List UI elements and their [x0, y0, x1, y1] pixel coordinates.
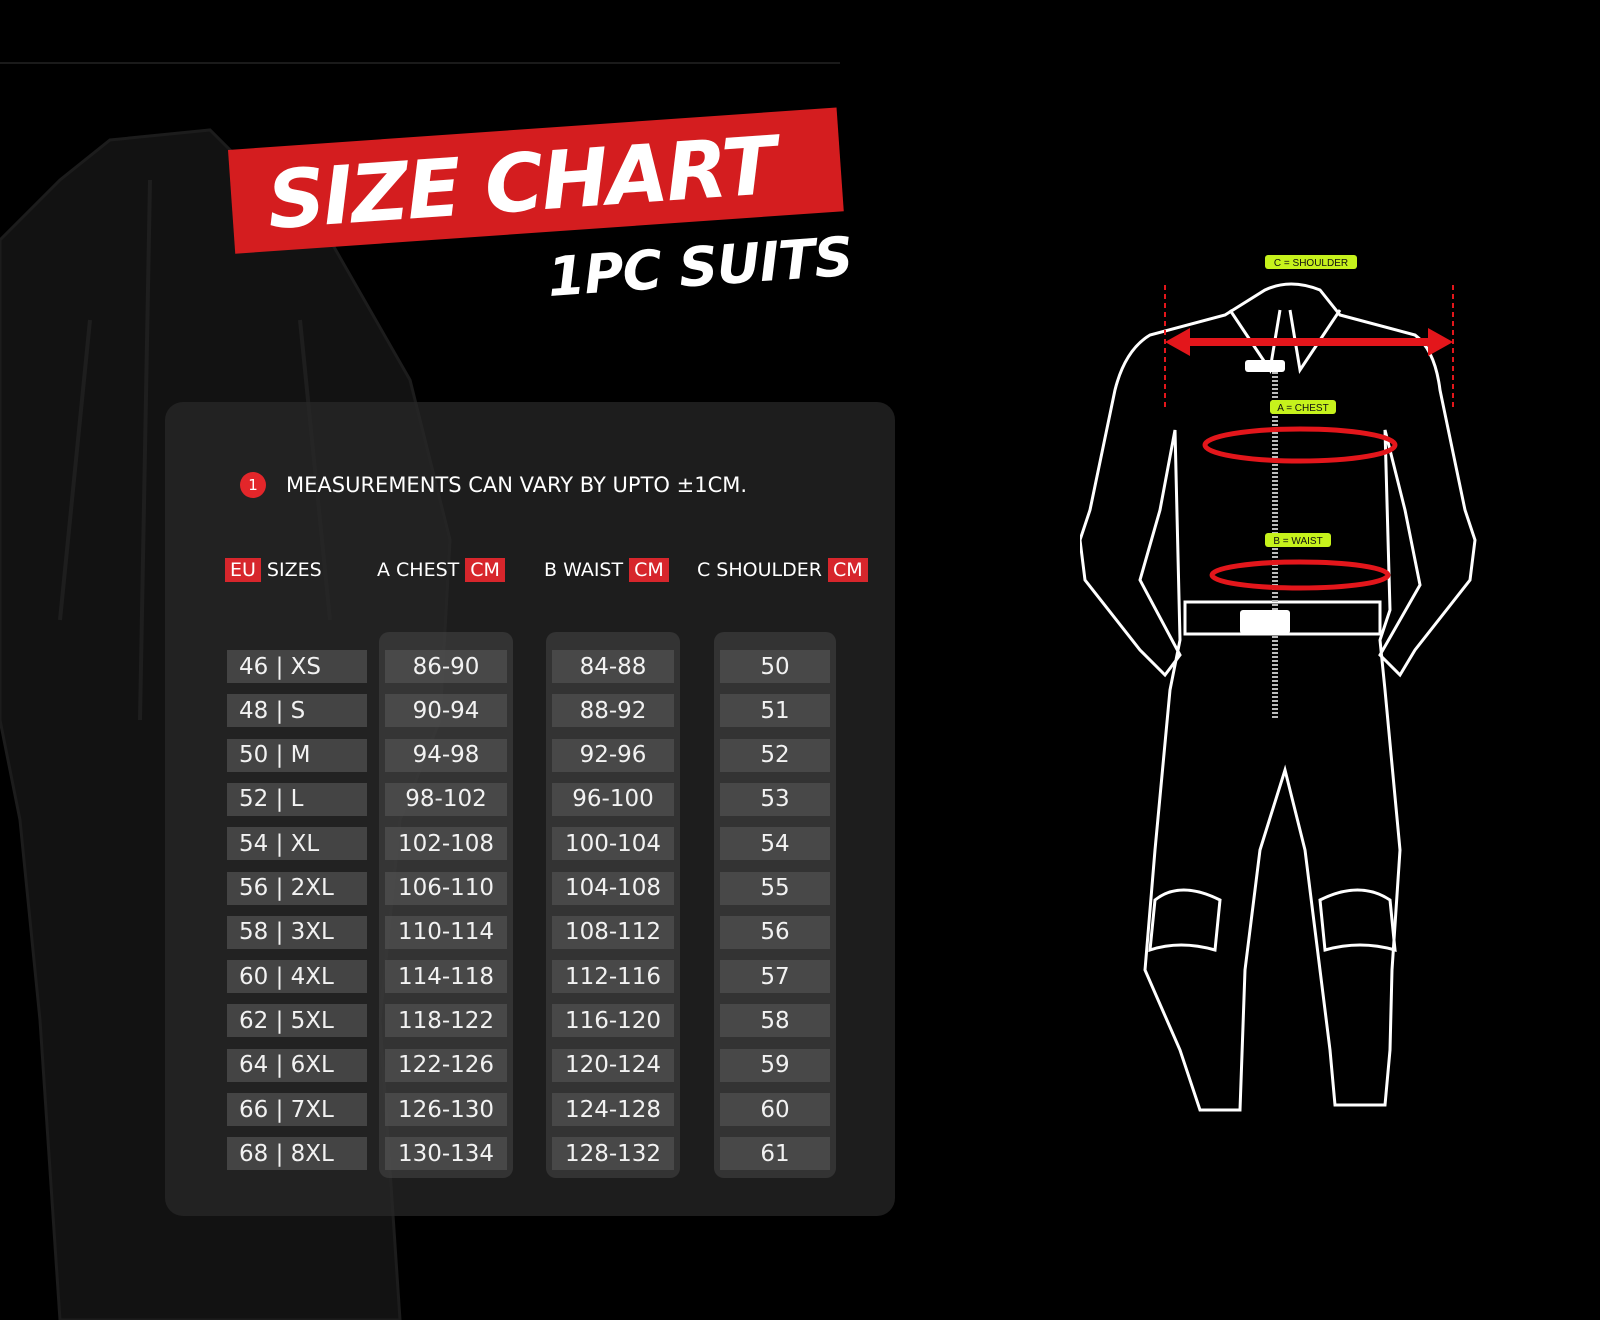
cell-shoulder: 50 [720, 650, 830, 683]
info-number-icon: 1 [240, 472, 266, 498]
cell-shoulder: 60 [720, 1093, 830, 1126]
cell-chest: 98-102 [385, 782, 507, 816]
header-sizes: EU SIZES [225, 558, 322, 582]
cell-shoulder: 51 [720, 694, 830, 728]
cell-size: 68 | 8XL [227, 1137, 367, 1171]
top-divider [0, 62, 840, 64]
cell-waist: 100-104 [552, 827, 674, 861]
shoulder-label-bg [1265, 255, 1357, 269]
shoulder-arrow [1164, 285, 1454, 410]
suit-diagram: C = SHOULDER A = CHEST B = WAIST [1080, 255, 1477, 1112]
cell-waist: 124-128 [552, 1093, 674, 1126]
cell-shoulder: 61 [720, 1137, 830, 1171]
unit-tag: CM [827, 558, 868, 582]
waist-label-bg [1265, 533, 1331, 547]
cell-size: 62 | 5XL [227, 1004, 367, 1038]
header-label: SIZES [266, 559, 322, 581]
cell-shoulder: 56 [720, 915, 830, 949]
cell-waist: 128-132 [552, 1137, 674, 1171]
cell-size: 66 | 7XL [227, 1093, 367, 1126]
unit-tag: EU [225, 558, 261, 582]
cell-shoulder: 55 [720, 871, 830, 905]
cell-chest: 126-130 [385, 1093, 507, 1126]
cell-waist: 112-116 [552, 960, 674, 994]
belt-buckle [1240, 610, 1290, 634]
unit-tag: CM [629, 558, 669, 582]
cell-chest: 106-110 [385, 871, 507, 905]
cell-size: 54 | XL [227, 827, 367, 861]
chest-arrow [1202, 426, 1398, 464]
cell-shoulder: 53 [720, 782, 830, 816]
cell-shoulder: 58 [720, 1004, 830, 1038]
waist-arrow [1209, 559, 1391, 591]
cell-size: 60 | 4XL [227, 960, 367, 994]
cell-waist: 84-88 [552, 650, 674, 683]
collar-tab [1245, 360, 1285, 372]
shoulder-label: C = SHOULDER [1274, 258, 1348, 269]
cell-shoulder: 52 [720, 738, 830, 772]
cell-size: 64 | 6XL [227, 1048, 367, 1082]
cell-chest: 122-126 [385, 1048, 507, 1082]
header-chest: A CHEST CM [377, 558, 505, 582]
header-label: A CHEST [377, 559, 460, 581]
chest-label: A = CHEST [1277, 403, 1328, 414]
cell-waist: 96-100 [552, 782, 674, 816]
header-shoulder: C SHOULDER CM [697, 558, 868, 582]
header-label: C SHOULDER [697, 559, 822, 581]
cell-chest: 130-134 [385, 1137, 507, 1171]
waist-label: B = WAIST [1273, 536, 1322, 547]
cell-shoulder: 59 [720, 1048, 830, 1082]
cell-chest: 102-108 [385, 827, 507, 861]
cell-waist: 92-96 [552, 738, 674, 772]
cell-waist: 120-124 [552, 1048, 674, 1082]
note-text: MEASUREMENTS CAN VARY BY UPTO ±1CM. [286, 473, 748, 497]
cell-chest: 110-114 [385, 915, 507, 949]
cell-size: 50 | M [227, 738, 367, 772]
page-subtitle: 1PC SUITS [545, 224, 855, 309]
header-label: B WAIST [544, 559, 624, 581]
cell-waist: 108-112 [552, 915, 674, 949]
cell-size: 46 | XS [227, 650, 367, 683]
cell-chest: 118-122 [385, 1004, 507, 1038]
cell-size: 48 | S [227, 694, 367, 728]
cell-size: 56 | 2XL [227, 871, 367, 905]
cell-waist: 88-92 [552, 694, 674, 728]
cell-shoulder: 54 [720, 827, 830, 861]
cell-shoulder: 57 [720, 960, 830, 994]
cell-size: 58 | 3XL [227, 915, 367, 949]
cell-chest: 94-98 [385, 738, 507, 772]
measurement-note: 1 MEASUREMENTS CAN VARY BY UPTO ±1CM. [240, 472, 747, 498]
chest-label-bg [1270, 400, 1336, 414]
cell-chest: 90-94 [385, 694, 507, 728]
cell-waist: 116-120 [552, 1004, 674, 1038]
header-waist: B WAIST CM [544, 558, 669, 582]
cell-chest: 86-90 [385, 650, 507, 683]
cell-waist: 104-108 [552, 871, 674, 905]
cell-size: 52 | L [227, 782, 367, 816]
cell-chest: 114-118 [385, 960, 507, 994]
unit-tag: CM [465, 558, 505, 582]
